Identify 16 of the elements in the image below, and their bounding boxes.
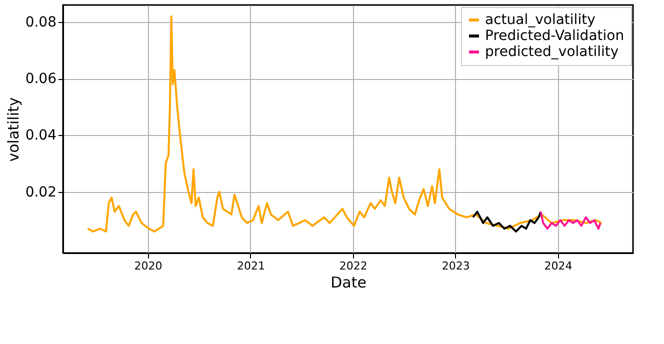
y-tick-label: 0.04	[25, 128, 57, 144]
y-tick-label: 0.08	[25, 14, 56, 30]
legend-label: Predicted-Validation	[485, 28, 624, 44]
line-series	[472, 210, 542, 232]
x-tick-label: 2022	[339, 260, 368, 272]
y-tick-label: 0.06	[25, 71, 57, 88]
x-axis-title: Date	[330, 274, 366, 292]
x-tick-label: 2020	[134, 260, 162, 272]
y-tick-label: 0.02	[25, 184, 56, 200]
line-series	[540, 210, 602, 230]
x-tick-label: 2024	[544, 260, 572, 272]
legend-label: actual_volatility	[485, 12, 596, 28]
y-axis-title: volatility	[4, 97, 22, 162]
legend-label: predicted_volatility	[485, 44, 619, 60]
x-tick-label: 2023	[442, 260, 470, 272]
x-tick-label: 2021	[236, 260, 265, 272]
